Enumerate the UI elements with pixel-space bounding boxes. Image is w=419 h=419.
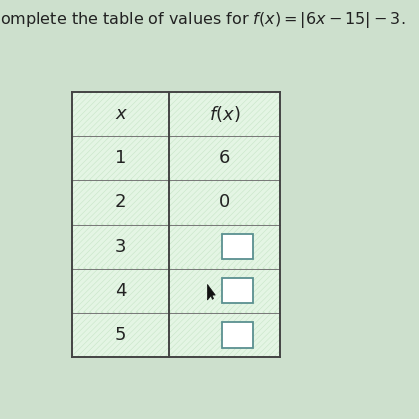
Text: omplete the table of values for $f(x) = |6x-15| - 3$.: omplete the table of values for $f(x) = … [0, 10, 406, 31]
Polygon shape [72, 181, 169, 225]
Bar [222, 322, 253, 347]
Polygon shape [72, 136, 169, 181]
Polygon shape [169, 313, 280, 357]
Polygon shape [169, 136, 280, 181]
Polygon shape [169, 181, 280, 225]
Text: $f(x)$: $f(x)$ [209, 104, 240, 124]
Polygon shape [72, 225, 169, 269]
Text: 3: 3 [115, 238, 126, 256]
Text: 4: 4 [115, 282, 126, 300]
Polygon shape [169, 92, 280, 136]
Polygon shape [72, 92, 169, 136]
Polygon shape [72, 313, 169, 357]
Polygon shape [169, 269, 280, 313]
Polygon shape [72, 269, 169, 313]
Text: x: x [115, 105, 126, 123]
Text: 6: 6 [219, 149, 230, 167]
Text: 0: 0 [219, 194, 230, 212]
Polygon shape [169, 225, 280, 269]
Text: 5: 5 [115, 326, 126, 344]
Text: 1: 1 [115, 149, 126, 167]
Bar [222, 278, 253, 303]
Text: 2: 2 [115, 194, 126, 212]
Polygon shape [207, 285, 215, 300]
Bar [222, 234, 253, 259]
